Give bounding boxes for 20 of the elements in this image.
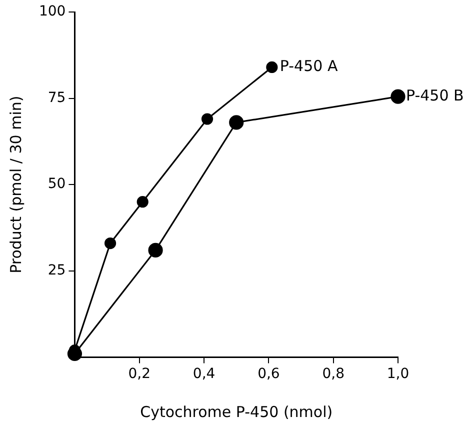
y-tick-label: 50: [48, 176, 66, 192]
x-tick-label: 0,8: [322, 366, 344, 382]
point: [229, 115, 244, 130]
point: [104, 237, 116, 250]
point: [201, 113, 214, 125]
y-tick-label: 25: [48, 262, 66, 279]
y-tick-label: 75: [48, 90, 66, 106]
point: [136, 196, 148, 208]
y-axis-title: Product (pmol / 30 min): [6, 96, 25, 274]
y-tick-label: 100: [38, 4, 66, 20]
point: [266, 61, 278, 74]
series-label: P-450 A: [280, 57, 338, 76]
series-label: P-450 B: [406, 86, 464, 104]
x-tick-label: 0,6: [258, 366, 280, 382]
x-tick-label: 0,4: [192, 366, 216, 382]
x-tick-label: 1,0: [386, 366, 410, 382]
x-tick-label: 0,2: [128, 366, 151, 382]
point: [390, 89, 406, 104]
point: [148, 242, 163, 258]
x-axis-title: Cytochrome P-450 (nmol): [140, 402, 333, 421]
